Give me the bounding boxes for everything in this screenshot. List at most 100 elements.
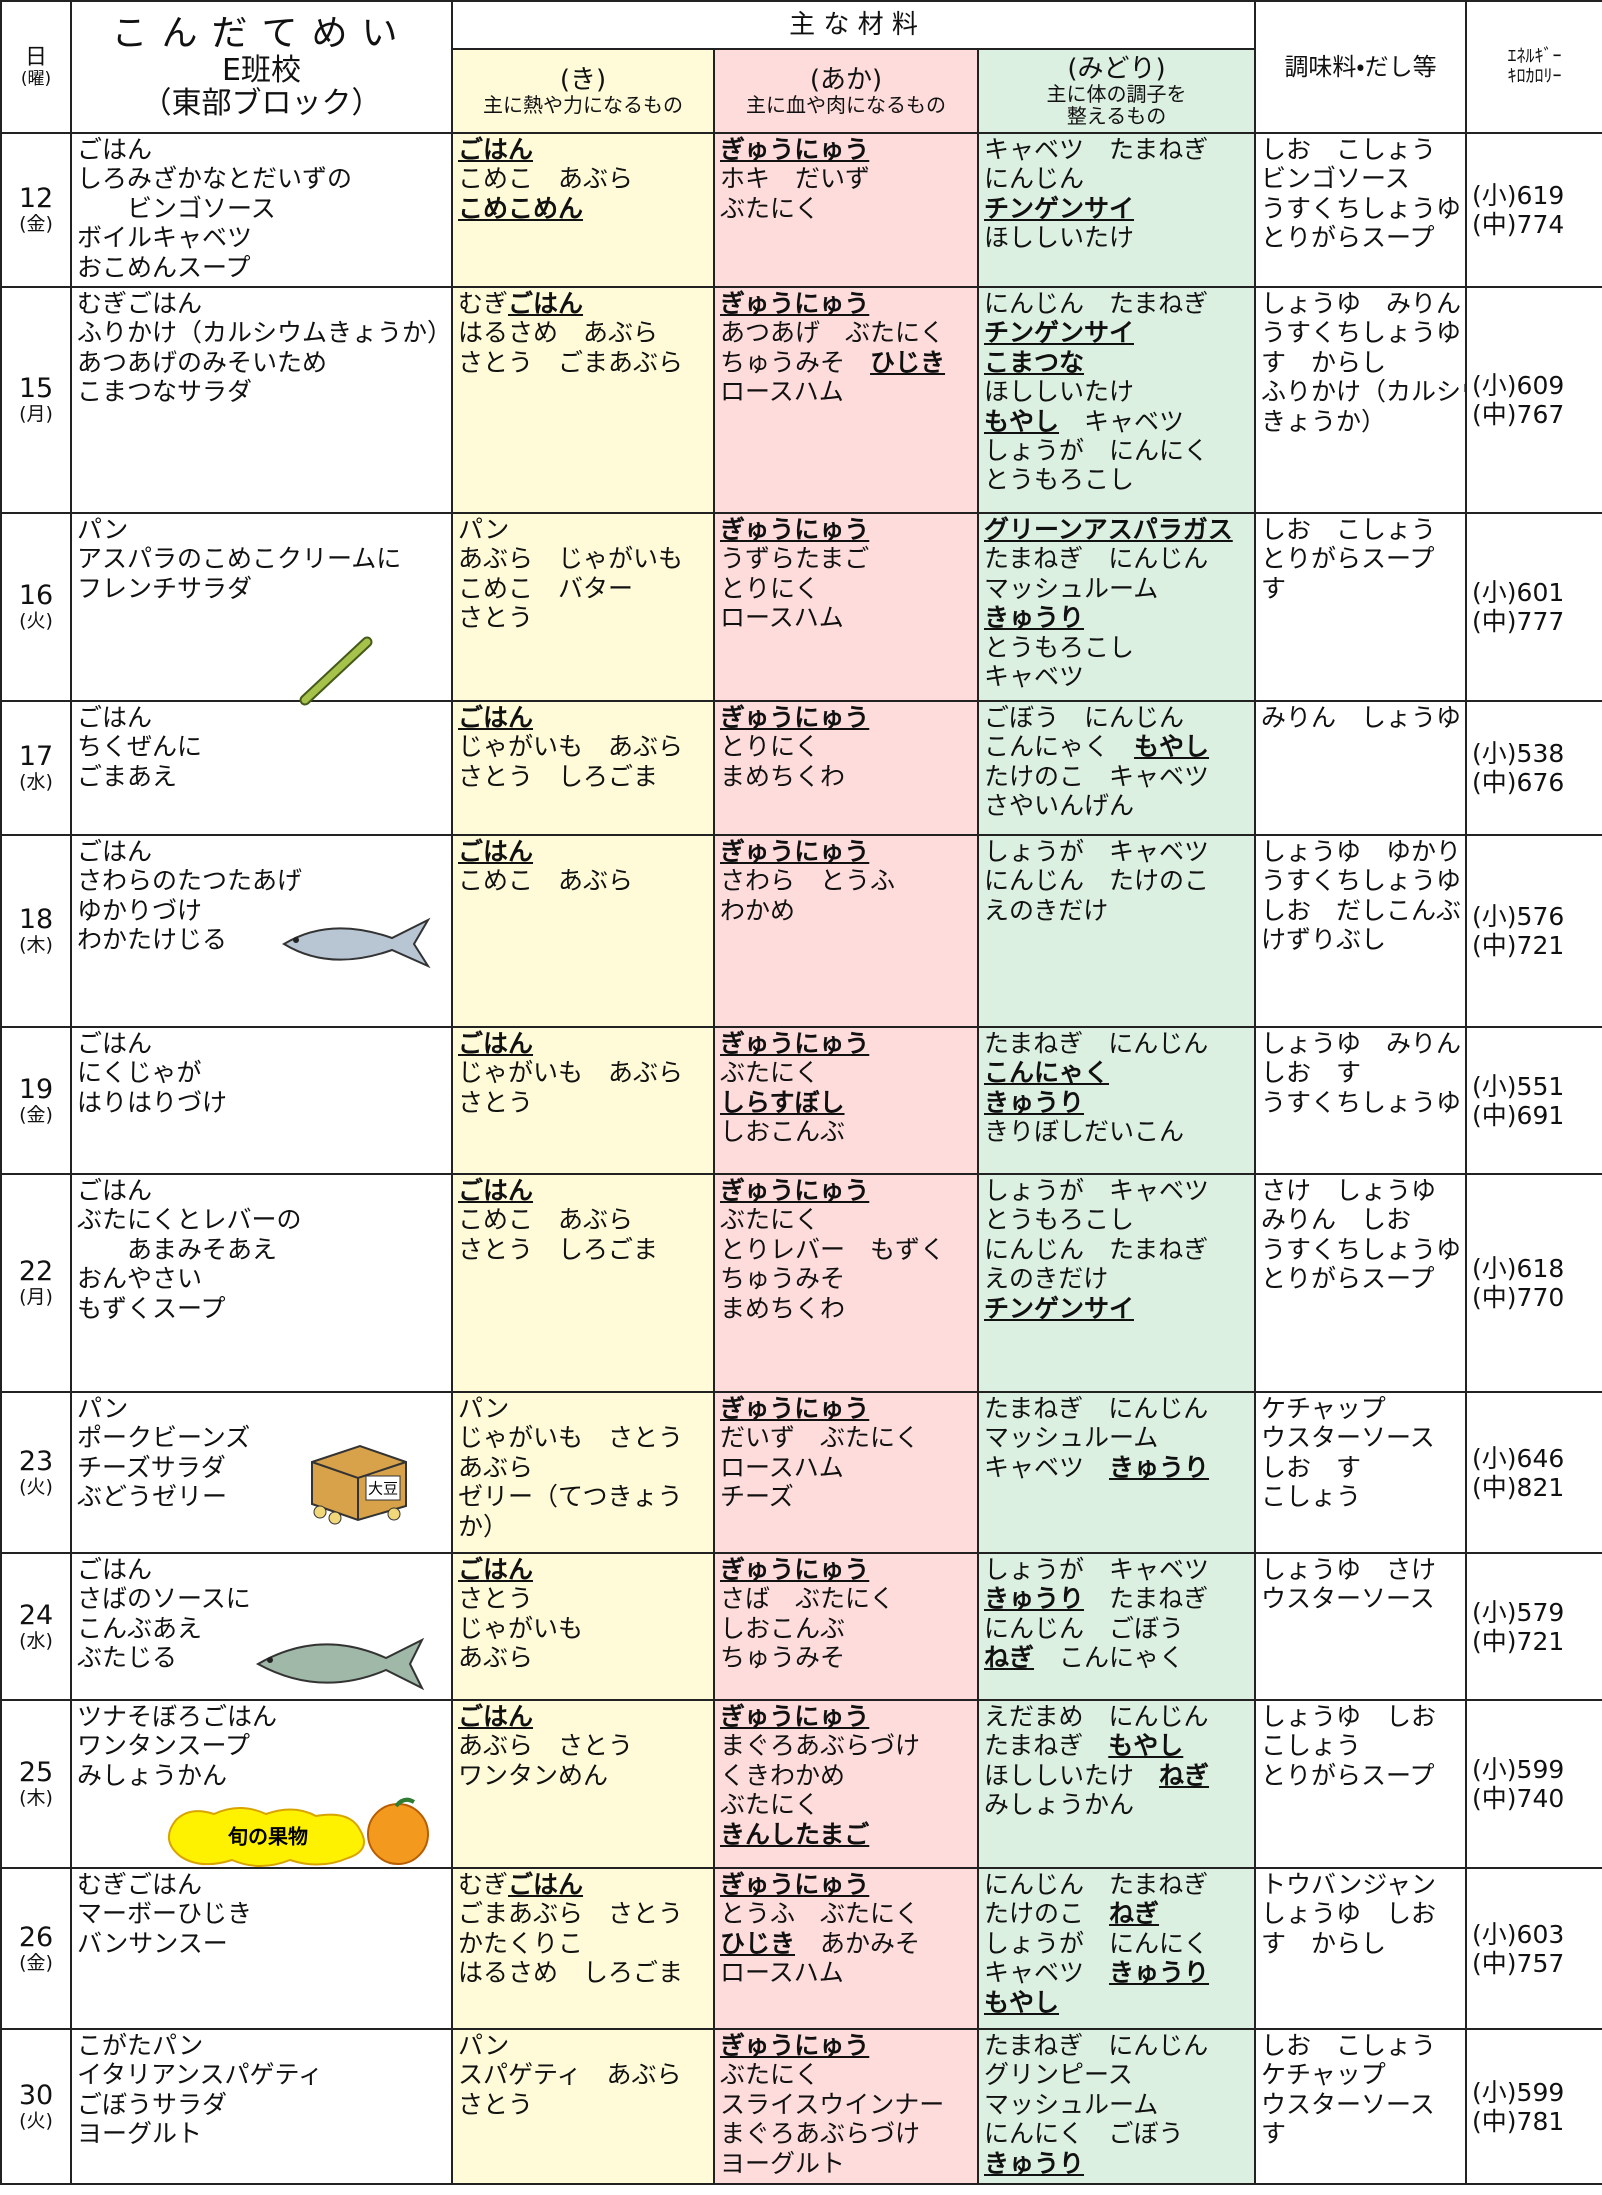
midori-item: しょうが にんにく	[984, 436, 1209, 466]
ki-item-line: ごはん	[458, 703, 708, 732]
aka-item-line: ぎゅうにゅう	[720, 1702, 972, 1731]
seasoning-cell: しょうゆ さけ ウスターソース	[1254, 1552, 1468, 1701]
day-row: 24 (水) ごはん さばのソースに こんぶあえ ぶたじる ごはん さとう じゃがいも あぶら ぎゅ…	[0, 1552, 1602, 1701]
ki-cell: むぎごはん ごまあぶら さとう かたくりこ はるさめ しろごま	[451, 1867, 715, 2030]
midori-item: ほししいたけ	[984, 1760, 1160, 1790]
day-cell: 18 (木)	[0, 834, 72, 1028]
menu-item: おこめんスープ	[77, 252, 251, 282]
seasoning-item: しょうゆ さけ	[1261, 1555, 1437, 1584]
ki-item: こめこ あぶら	[458, 164, 634, 194]
aka-item-emphasis: ぎゅうにゅう	[720, 2031, 870, 2060]
ki-item-emphasis: こめこめん	[458, 193, 584, 223]
ki-cell: むぎごはん はるさめ あぶら さとう ごまあぶら	[451, 286, 715, 514]
aka-item-emphasis: ぎゅうにゅう	[720, 1029, 870, 1058]
day-header: 日 (曜)	[0, 0, 72, 134]
ki-item: あぶら さとう	[458, 1731, 634, 1761]
aka-item: ちゅうみそ	[720, 347, 871, 377]
weekday: (火)	[19, 610, 53, 632]
ki-item-line: ごはん	[458, 1702, 708, 1731]
weekday: (火)	[19, 2109, 53, 2132]
ki-item: さとう しろごま	[458, 761, 659, 791]
energy-cell: (小)618 (中)770	[1465, 1173, 1602, 1393]
aka-item-emphasis: ひじき	[870, 347, 946, 377]
ki-item: こめこ あぶら	[458, 866, 634, 896]
menu-item: あまみそあえ	[77, 1234, 278, 1264]
menu-item: ごまあえ	[77, 761, 178, 791]
seasoning-item: とりがらスープ	[1261, 223, 1435, 253]
midori-item: たまねぎ	[984, 1731, 1109, 1761]
weekday: (水)	[19, 771, 53, 793]
energy-value: (小)619	[1472, 181, 1565, 210]
menu-item: さわらのたつたあげ	[77, 866, 303, 896]
seasoning-item: ふりかけ（カルシウム	[1261, 377, 1464, 407]
energy-value: (小)646	[1472, 1443, 1565, 1473]
ki-item: むぎ	[458, 1870, 509, 1899]
midori-item-emphasis: ねぎ	[984, 1643, 1035, 1673]
seasoning-item: ウスターソース	[1261, 1584, 1435, 1614]
ki-cell: ごはん じゃがいも あぶら さとう しろごま	[451, 700, 715, 836]
ki-label: (き)	[559, 64, 607, 95]
seasoning-item: ウスターソース	[1261, 1423, 1435, 1453]
midori-item-emphasis: もやし	[984, 1987, 1060, 2017]
aka-item: しおこんぶ	[720, 1117, 846, 1147]
midori-item-emphasis: きゅうり	[1109, 1452, 1210, 1482]
aka-item-emphasis: しらすぼし	[720, 1087, 845, 1117]
ki-item: さとう しろごま	[458, 1234, 659, 1264]
ki-item: はるさめ しろごま	[458, 1958, 684, 1988]
day-row: 22 (月) ごはん ぶたにくとレバーの あまみそあえ おんやさい もずくスープ ごはん こめ…	[0, 1173, 1602, 1393]
seasoning-item: きょうか）	[1261, 406, 1387, 436]
midori-item-line: こんにゃく もやし	[984, 732, 1249, 761]
ki-cell: ごはん じゃがいも あぶら さとう	[451, 1026, 715, 1175]
midori-cell: グリーンアスパラガス たまねぎ にんじん マッシュルーム きゅうり とうもろこし キャベツ	[976, 512, 1257, 702]
midori-item: しょうが キャベツ	[984, 1555, 1210, 1584]
seasoning-item: うすくちしょうゆ	[1261, 318, 1462, 348]
ki-item-emphasis: ごはん	[508, 1870, 584, 1899]
menu-item: ぶたにくとレバーの	[77, 1205, 302, 1235]
menu-item: ぶたじる	[77, 1643, 178, 1673]
aka-item-line: ぎゅうにゅう	[720, 135, 972, 164]
ki-item: かたくりこ	[458, 1928, 584, 1958]
aka-item: ロースハム	[720, 603, 844, 633]
energy-value: (小)538	[1472, 739, 1565, 768]
aka-item-emphasis: ぎゅうにゅう	[720, 1394, 870, 1423]
menu-item: ごはん	[77, 135, 153, 164]
seasoning-item: しょうゆ みりん	[1261, 289, 1462, 318]
aka-item: ぶたにく	[720, 1058, 820, 1088]
energy-value: (中)721	[1472, 931, 1565, 960]
aka-label: (あか)	[809, 64, 883, 95]
energy-cell: (小)576 (中)721	[1465, 834, 1602, 1028]
midori-item: にんにく ごぼう	[984, 2119, 1184, 2149]
menu-body: 12 (金) ごはん しろみざかなとだいずの ビンゴソース ボイルキャベツ おこめんスープ…	[0, 132, 1602, 2185]
seasoning-cell: しょうゆ しお こしょう とりがらスープ	[1254, 1699, 1468, 1869]
weekday: (木)	[19, 1787, 53, 1809]
midori-item: マッシュルーム	[984, 1423, 1159, 1453]
menu-item: ごはん	[77, 1555, 153, 1584]
day-cell: 26 (金)	[0, 1867, 72, 2030]
ki-item: こめこ バター	[458, 573, 634, 603]
ki-item-line: ごはん	[458, 837, 708, 866]
weekday: (金)	[19, 1103, 53, 1126]
menu-item: こまつなサラダ	[77, 377, 253, 407]
menu-item: ちくぜんに	[77, 732, 203, 762]
midori-item: たまねぎ	[1084, 1584, 1209, 1614]
menu-item: ポークビーンズ	[77, 1423, 251, 1453]
day-number: 23	[18, 1445, 54, 1477]
ki-item: じゃがいも さとう	[458, 1423, 684, 1453]
seasoning-item: こしょう	[1261, 1731, 1362, 1761]
midori-item-emphasis: もやし	[984, 406, 1060, 436]
menu-item: むぎごはん	[77, 1870, 203, 1899]
ki-desc: 主に熱や力になるもの	[483, 93, 683, 118]
energy-cell: (小)646 (中)821	[1465, 1391, 1602, 1554]
aka-cell: ぎゅうにゅう さば ぶたにく しおこんぶ ちゅうみそ	[713, 1552, 979, 1701]
midori-item: こんにゃく	[1034, 1643, 1185, 1673]
midori-item-emphasis: こんにゃく	[984, 1058, 1110, 1088]
day-cell: 17 (水)	[0, 700, 72, 836]
ki-item-emphasis: ごはん	[458, 1029, 534, 1058]
menu-item: もずくスープ	[77, 1293, 226, 1323]
energy-value: (中)740	[1472, 1784, 1565, 1813]
midori-cell: たまねぎ にんじん マッシュルーム キャベツ きゅうり	[976, 1391, 1257, 1554]
day-row: 15 (月) むぎごはん ふりかけ（カルシウムきょうか） あつあげのみそいため こまつなサ…	[0, 286, 1602, 514]
energy-value: (小)603	[1472, 1919, 1565, 1949]
day-number: 19	[18, 1073, 54, 1105]
